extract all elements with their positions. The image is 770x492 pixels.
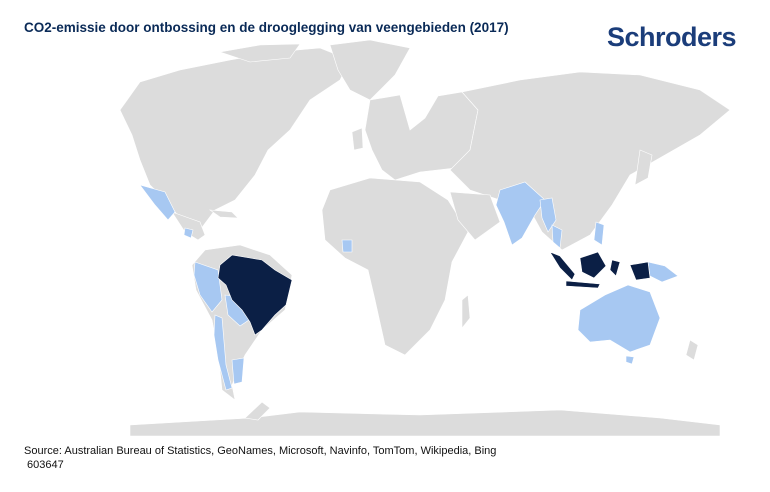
land-arctic-islands bbox=[219, 43, 301, 63]
region-chile bbox=[213, 314, 233, 391]
region-philippines bbox=[593, 221, 605, 246]
region-india bbox=[495, 181, 546, 246]
land-antarctic-peninsula bbox=[244, 401, 271, 421]
land-central-america bbox=[171, 211, 206, 241]
region-ecuador-peru bbox=[193, 261, 223, 313]
land-caribbean bbox=[208, 209, 239, 219]
region-mexico bbox=[139, 184, 176, 221]
region-australia bbox=[577, 284, 661, 353]
source-note: Source: Australian Bureau of Statistics,… bbox=[24, 444, 496, 472]
region-png bbox=[647, 261, 679, 283]
region-papua bbox=[629, 261, 651, 281]
region-tasmania bbox=[625, 355, 635, 365]
region-nicaragua bbox=[183, 227, 194, 239]
region-borneo bbox=[579, 251, 607, 279]
source-line-2: 603647 bbox=[24, 459, 64, 471]
land-uk bbox=[351, 127, 364, 151]
land-arabia bbox=[449, 191, 501, 241]
region-argentina-south bbox=[231, 357, 245, 385]
region-java bbox=[565, 280, 601, 289]
schroders-logo: Schroders bbox=[607, 22, 737, 52]
region-brazil bbox=[217, 254, 293, 336]
source-line-1: Source: Australian Bureau of Statistics,… bbox=[24, 445, 497, 457]
chart-title: CO2-emissie door ontbossing en de droogl… bbox=[24, 20, 509, 35]
land-madagascar bbox=[461, 294, 471, 329]
land-greenland bbox=[329, 39, 411, 101]
region-ghana bbox=[341, 239, 353, 253]
land-africa bbox=[321, 177, 469, 356]
land-new-zealand bbox=[685, 339, 699, 361]
region-sumatra bbox=[549, 251, 576, 281]
land-antarctica bbox=[129, 409, 721, 437]
region-sulawesi bbox=[609, 259, 621, 277]
region-thailand bbox=[551, 224, 563, 249]
land-japan bbox=[634, 149, 653, 186]
